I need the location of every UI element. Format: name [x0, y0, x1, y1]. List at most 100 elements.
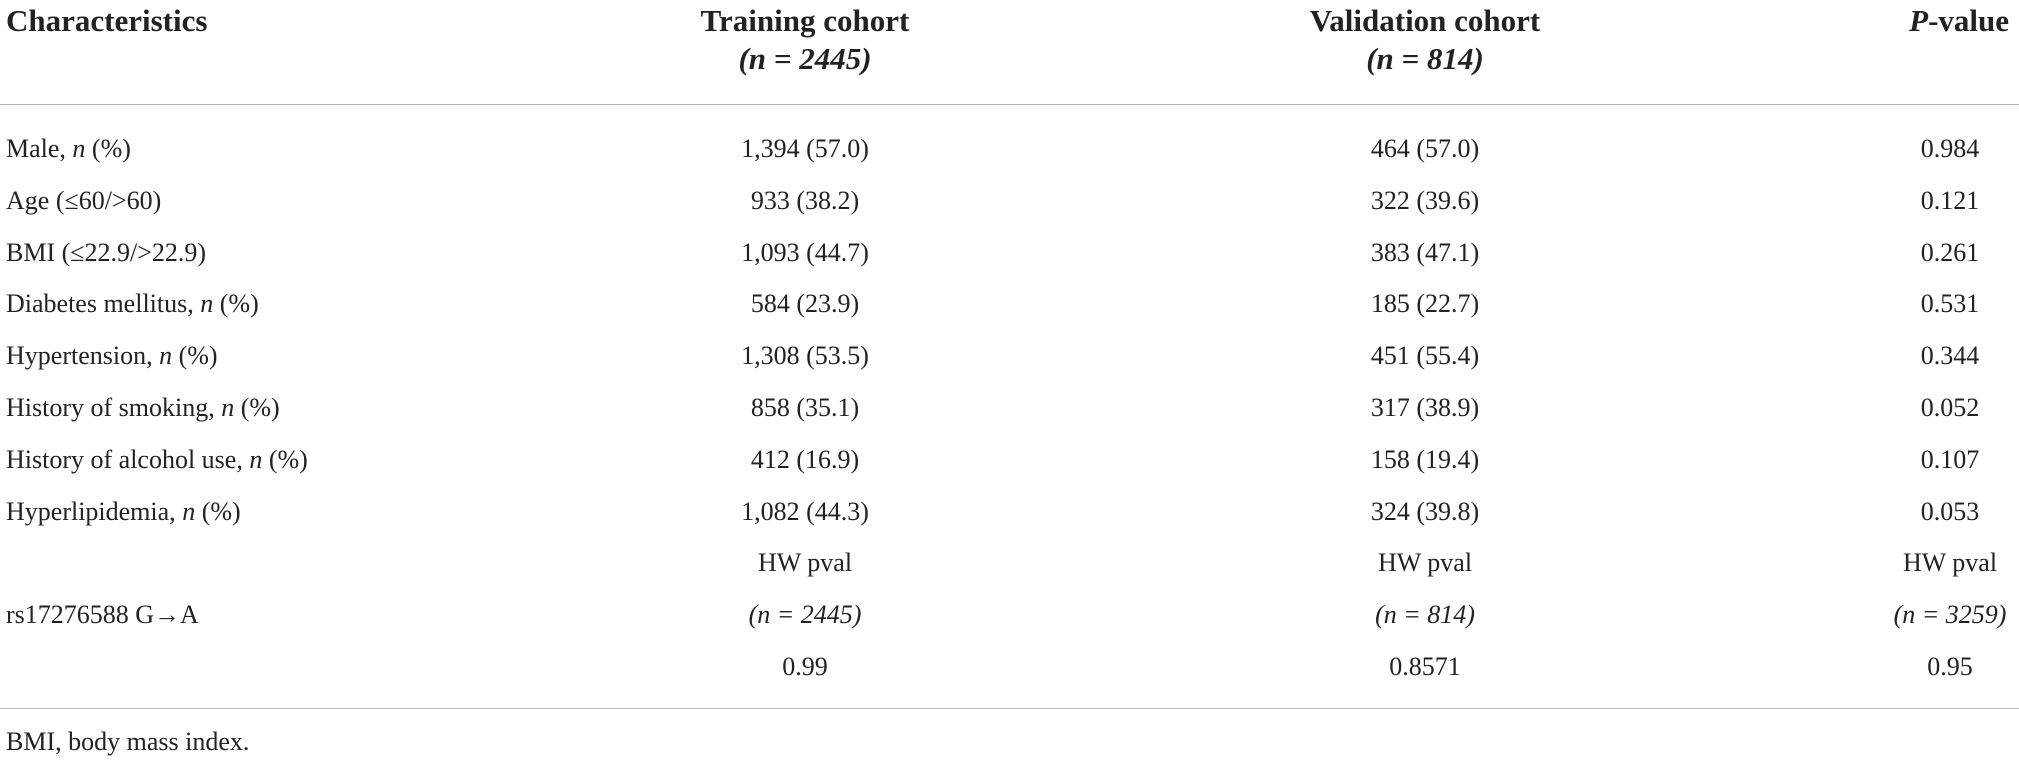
row-label: History of alcohol use, n (%) — [6, 445, 308, 475]
label-text: rs17276588 G→A — [6, 600, 199, 630]
cell-text: 1,082 (44.3) — [741, 496, 869, 526]
cell-text: 317 (38.9) — [1370, 393, 1480, 422]
header-training: Training cohort — [701, 3, 910, 39]
cell-validation: 0.8571 — [1389, 652, 1461, 682]
cell-training: HW pval — [758, 548, 852, 578]
cell-text: HW pval — [1902, 548, 1998, 578]
cell-text: 383 (47.1) — [1370, 237, 1480, 267]
header-text: (n = 2445) — [738, 41, 872, 76]
label-text: n — [221, 393, 235, 422]
header-text: (n = 814) — [1366, 41, 1484, 76]
header-text: -value — [1928, 3, 2009, 38]
label-text: n — [72, 134, 86, 163]
cell-text: 858 (35.1) — [750, 393, 860, 422]
label-text: n — [159, 341, 173, 371]
row-label: BMI (≤22.9/>22.9) — [6, 238, 206, 268]
label-text: (%) — [172, 341, 218, 371]
label-text: (%) — [85, 134, 131, 163]
row-label: Male, n (%) — [6, 134, 131, 164]
label-text: Hypertension, — [6, 341, 160, 371]
label-text: Hyperlipidemia, — [6, 496, 183, 526]
cell-validation: 383 (47.1) — [1371, 238, 1479, 268]
cell-validation: HW pval — [1378, 548, 1472, 578]
cell-training: 584 (23.9) — [751, 289, 859, 319]
label-text: History of alcohol use, — [6, 444, 250, 474]
cell-text: 0.261 — [1920, 237, 1980, 267]
cell-validation: 464 (57.0) — [1371, 134, 1479, 164]
row-label: Diabetes mellitus, n (%) — [6, 289, 259, 319]
cell-training: 1,394 (57.0) — [741, 134, 869, 164]
cell-p-value: 0.531 — [1921, 289, 1980, 319]
cell-p-value: 0.107 — [1921, 445, 1980, 475]
header-training-n: (n = 2445) — [738, 41, 871, 77]
cell-text: 1,093 (44.7) — [741, 237, 869, 267]
header-rule — [0, 104, 2019, 105]
label-text: (%) — [213, 289, 259, 319]
cell-validation: 317 (38.9) — [1371, 393, 1479, 423]
cell-p-value: 0.053 — [1921, 497, 1980, 527]
cell-text: 584 (23.9) — [750, 289, 860, 319]
row-label: Hypertension, n (%) — [6, 341, 218, 371]
header-text: Training cohort — [700, 3, 910, 38]
cell-text: 0.052 — [1920, 393, 1980, 422]
header-text: Characteristics — [6, 3, 208, 38]
cell-text: 0.053 — [1920, 496, 1980, 526]
cell-text: 0.95 — [1927, 652, 1973, 681]
cell-text: HW pval — [757, 548, 853, 578]
label-text: (%) — [195, 496, 241, 526]
cell-p-value: 0.121 — [1921, 186, 1980, 216]
cell-validation: 322 (39.6) — [1371, 186, 1479, 216]
cell-text: 464 (57.0) — [1370, 134, 1480, 163]
cell-text: 1,308 (53.5) — [741, 341, 869, 371]
row-label: Age (≤60/>60) — [6, 186, 161, 216]
cell-text: 185 (22.7) — [1370, 289, 1480, 319]
cell-training: 1,308 (53.5) — [741, 341, 869, 371]
footnote: BMI, body mass index. — [6, 727, 249, 757]
cell-p-value: HW pval — [1903, 548, 1997, 578]
row-label: Hyperlipidemia, n (%) — [6, 497, 241, 527]
label-text: n — [249, 444, 263, 474]
cell-text: 324 (39.8) — [1370, 496, 1480, 526]
cell-p-value: 0.344 — [1921, 341, 1980, 371]
label-text: n — [200, 289, 214, 319]
label-text: (%) — [262, 444, 308, 474]
bottom-rule — [0, 708, 2019, 709]
cell-text: 933 (38.2) — [750, 185, 860, 215]
cell-text: (n = 814) — [1375, 600, 1475, 630]
cell-training: 933 (38.2) — [751, 186, 859, 216]
cell-p-value: 0.984 — [1921, 134, 1980, 164]
cell-text: 0.344 — [1920, 341, 1980, 371]
cell-training: 858 (35.1) — [751, 393, 859, 423]
cell-text: 1,394 (57.0) — [741, 134, 869, 163]
cell-text: 0.107 — [1920, 444, 1980, 474]
cell-training: 0.99 — [782, 652, 828, 682]
label-text: BMI (≤22.9/>22.9) — [6, 237, 207, 267]
cell-p-value: 0.95 — [1927, 652, 1973, 682]
cell-text: 322 (39.6) — [1370, 185, 1480, 215]
cell-text: 451 (55.4) — [1370, 341, 1480, 371]
cell-text: 0.99 — [782, 652, 828, 681]
cell-validation: 185 (22.7) — [1371, 289, 1479, 319]
label-text: Male, — [6, 134, 73, 163]
cell-text: (n = 2445) — [748, 600, 862, 630]
header-text: P — [1909, 3, 1929, 38]
cell-validation: 451 (55.4) — [1371, 341, 1479, 371]
cell-text: 412 (16.9) — [750, 444, 860, 474]
label-text: (%) — [234, 393, 280, 422]
cell-text: 0.8571 — [1389, 652, 1461, 681]
cell-text: 0.984 — [1920, 134, 1980, 163]
cell-text: 158 (19.4) — [1370, 444, 1480, 474]
header-text: Validation cohort — [1309, 3, 1541, 38]
cell-p-value: (n = 3259) — [1894, 600, 2007, 630]
label-text: n — [182, 496, 196, 526]
header-validation: Validation cohort — [1310, 3, 1541, 39]
label-text: Diabetes mellitus, — [6, 289, 201, 319]
cell-training: 1,082 (44.3) — [741, 497, 869, 527]
cell-validation: 158 (19.4) — [1371, 445, 1479, 475]
label-text: Age (≤60/>60) — [6, 185, 162, 215]
cell-text: 0.531 — [1920, 289, 1980, 319]
row-label: History of smoking, n (%) — [6, 393, 280, 423]
cell-text: HW pval — [1377, 548, 1473, 578]
footnote-text: BMI, body mass index. — [6, 727, 250, 756]
